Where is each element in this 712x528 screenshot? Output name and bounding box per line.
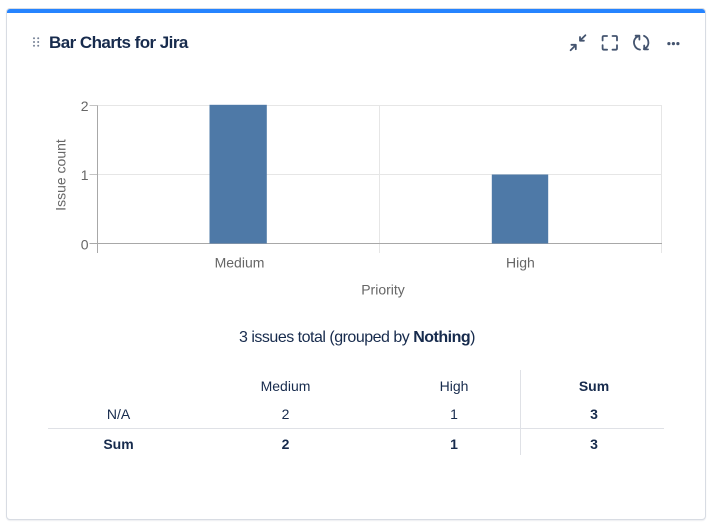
svg-text:1: 1 <box>81 167 89 183</box>
svg-text:Issue count: Issue count <box>53 139 69 211</box>
svg-text:Medium: Medium <box>215 255 265 271</box>
svg-text:High: High <box>506 255 535 271</box>
svg-text:2: 2 <box>81 98 89 114</box>
svg-text:Priority: Priority <box>361 282 405 298</box>
svg-text:0: 0 <box>81 236 89 252</box>
